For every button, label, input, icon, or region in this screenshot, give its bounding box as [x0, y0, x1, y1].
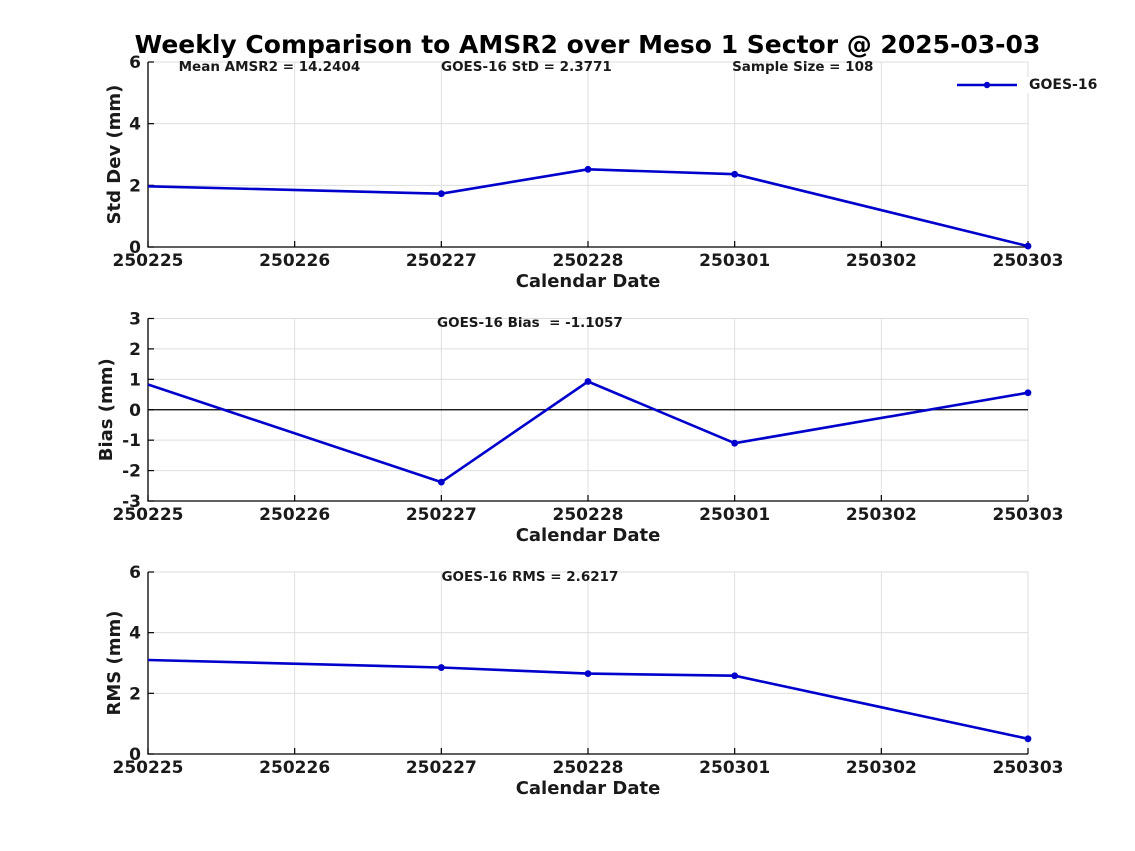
data-marker — [437, 478, 445, 486]
x-tick-label: 250226 — [259, 505, 330, 525]
x-tick-label: 250228 — [553, 505, 624, 525]
annotation: GOES-16 RMS = 2.6217 — [441, 569, 618, 585]
x-tick-label: 250301 — [699, 758, 770, 778]
data-marker — [437, 664, 445, 671]
x-tick-label: 250228 — [553, 758, 624, 778]
data-marker — [1024, 242, 1032, 250]
data-marker — [731, 439, 739, 447]
data-marker — [1024, 735, 1032, 743]
x-tick-label: 250226 — [259, 251, 330, 271]
annotation: Mean AMSR2 = 14.2404 — [179, 59, 361, 75]
subplot-bias: 250225 250226 250227 250228 250301 250302 2503… — [96, 310, 1063, 547]
x-tick-label: 250225 — [113, 505, 184, 525]
data-marker — [731, 672, 739, 680]
y-tick-label: 3 — [129, 310, 141, 330]
y-tick-label: -1 — [122, 431, 141, 451]
data-marker — [731, 170, 739, 178]
legend-label: GOES-16 — [1029, 77, 1098, 93]
data-marker — [584, 670, 592, 678]
annotation: GOES-16 StD = 2.3771 — [441, 59, 612, 75]
y-tick-label: 4 — [129, 115, 141, 135]
data-marker — [584, 165, 592, 173]
y-tick-label: 2 — [129, 684, 141, 704]
y-axis-label: RMS (mm) — [104, 611, 125, 716]
x-tick-label: 250302 — [846, 251, 917, 271]
x-axis-label: Calendar Date — [516, 525, 661, 546]
y-axis-label: Bias (mm) — [96, 358, 117, 461]
y-tick-label: 0 — [129, 238, 141, 258]
x-tick-label: 250301 — [699, 251, 770, 271]
y-tick-label: -2 — [122, 462, 141, 482]
x-tick-label: 250227 — [406, 758, 477, 778]
x-tick-label: 250303 — [993, 758, 1064, 778]
y-tick-label: 6 — [129, 563, 141, 583]
data-marker — [437, 190, 445, 198]
x-tick-label: 250227 — [406, 505, 477, 525]
x-tick-label: 250228 — [553, 251, 624, 271]
subplot-rms: 250225 250226 250227 250228 250301 250302 2503… — [104, 563, 1063, 799]
figure-title: Weekly Comparison to AMSR2 over Meso 1 S… — [134, 30, 1041, 59]
y-tick-label: 2 — [129, 340, 141, 360]
x-tick-label: 250302 — [846, 505, 917, 525]
data-marker — [1024, 389, 1032, 397]
x-tick-label: 250303 — [993, 505, 1064, 525]
x-tick-label: 250227 — [406, 251, 477, 271]
x-tick-label: 250225 — [113, 251, 184, 271]
x-axis-label: Calendar Date — [516, 271, 661, 292]
y-axis-label: Std Dev (mm) — [104, 85, 125, 225]
y-tick-label: -3 — [122, 492, 141, 512]
y-tick-label: 6 — [129, 53, 141, 73]
data-marker — [584, 378, 592, 385]
subplot-std-dev: 250225 250226 250227 250228 250301 250302 2503… — [104, 53, 1063, 292]
y-tick-label: 2 — [129, 176, 141, 196]
y-tick-label: 4 — [129, 624, 141, 644]
x-tick-label: 250226 — [259, 758, 330, 778]
x-tick-label: 250302 — [846, 758, 917, 778]
y-tick-label: 0 — [129, 745, 141, 765]
x-tick-label: 250301 — [699, 505, 770, 525]
y-tick-label: 1 — [129, 370, 141, 390]
annotation: GOES-16 Bias = -1.1057 — [437, 315, 623, 331]
y-tick-label: 0 — [129, 401, 141, 421]
x-axis-label: Calendar Date — [516, 778, 661, 799]
annotation: Sample Size = 108 — [732, 59, 873, 75]
x-tick-label: 250303 — [993, 251, 1064, 271]
legend-line-icon — [957, 81, 1017, 89]
legend: GOES-16 — [955, 77, 1098, 93]
x-tick-label: 250225 — [113, 758, 184, 778]
